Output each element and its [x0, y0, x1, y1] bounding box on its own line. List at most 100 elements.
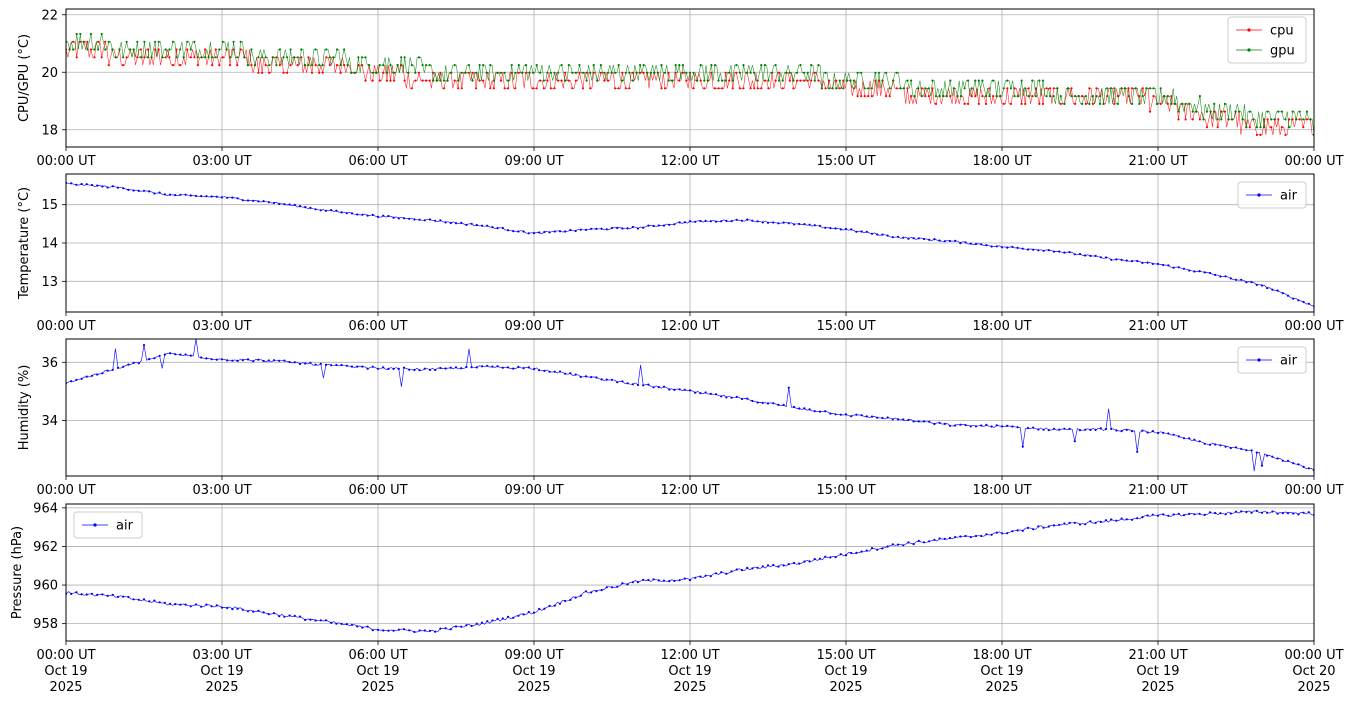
- data-point: [246, 610, 250, 613]
- data-point: [486, 224, 489, 227]
- data-point: [1110, 427, 1113, 430]
- data-point: [364, 56, 367, 59]
- data-point: [922, 237, 926, 241]
- x-tick-label: 00:00 UT Oct 20 2025: [1284, 648, 1343, 695]
- data-point: [397, 628, 400, 631]
- data-point: [118, 48, 121, 51]
- data-point: [954, 239, 957, 242]
- data-point: [834, 413, 837, 416]
- data-point: [652, 578, 655, 581]
- data-point: [137, 598, 140, 601]
- data-point: [1136, 517, 1139, 520]
- data-point: [934, 102, 938, 105]
- data-point: [1058, 250, 1061, 253]
- data-point: [1255, 451, 1258, 454]
- data-point: [1063, 522, 1066, 525]
- data-point: [527, 232, 530, 235]
- data-point: [703, 79, 706, 82]
- data-point: [688, 220, 692, 223]
- data-point: [673, 223, 676, 226]
- data-point: [928, 540, 931, 543]
- data-point: [1302, 465, 1305, 468]
- data-point: [100, 32, 103, 36]
- data-point: [999, 95, 1002, 98]
- data-point: [685, 79, 688, 82]
- data-point: [96, 184, 99, 187]
- data-point: [339, 71, 342, 74]
- data-point: [721, 87, 724, 90]
- data-point: [480, 224, 484, 227]
- data-point: [428, 64, 431, 67]
- data-point: [1120, 258, 1123, 261]
- data-point: [184, 193, 187, 196]
- data-point: [309, 206, 312, 209]
- data-point: [678, 64, 681, 67]
- data-point: [267, 201, 270, 204]
- data-point: [674, 64, 677, 67]
- data-point: [1148, 87, 1152, 90]
- data-point: [246, 358, 250, 361]
- data-point: [400, 56, 403, 59]
- data-point: [330, 621, 333, 624]
- data-point: [1011, 425, 1014, 428]
- data-point: [460, 221, 463, 224]
- data-point: [738, 71, 742, 74]
- data-point: [454, 625, 458, 628]
- x-tick-label: 12:00 UT Oct 19 2025: [660, 648, 719, 695]
- legend: air: [1237, 346, 1307, 374]
- data-point: [714, 572, 718, 575]
- x-tick-label: 03:00 UT Oct 19 2025: [192, 648, 251, 695]
- data-point: [564, 372, 567, 375]
- data-point: [340, 622, 343, 626]
- data-point: [397, 367, 400, 370]
- data-point: [104, 40, 107, 43]
- data-point: [1266, 110, 1269, 113]
- data-point: [524, 71, 528, 74]
- data-point: [777, 403, 780, 406]
- data-point: [891, 236, 894, 239]
- data-point: [486, 620, 489, 623]
- data-point: [1084, 254, 1087, 257]
- data-point: [491, 365, 494, 368]
- data-point: [1013, 95, 1016, 98]
- data-point: [1141, 516, 1144, 519]
- data-point: [1038, 79, 1041, 82]
- data-point: [382, 366, 385, 369]
- data-point: [205, 195, 208, 198]
- data-point: [746, 71, 749, 74]
- data-point: [952, 87, 956, 90]
- data-point: [335, 209, 338, 212]
- data-point: [806, 79, 809, 82]
- x-tick-label: 06:00 UT: [348, 483, 407, 498]
- data-point: [417, 56, 421, 59]
- data-point: [1070, 87, 1073, 90]
- data-point: [143, 40, 146, 43]
- data-point: [642, 578, 645, 581]
- data-point: [1026, 526, 1030, 530]
- data-point: [1216, 126, 1219, 129]
- data-point: [653, 71, 656, 74]
- data-point: [267, 613, 270, 616]
- data-point: [1032, 248, 1035, 251]
- data-point: [856, 95, 859, 98]
- data-point: [1208, 271, 1212, 275]
- data-point: [560, 79, 563, 82]
- data-point: [232, 48, 235, 51]
- data-point: [1006, 87, 1009, 90]
- data-point: [1166, 102, 1169, 105]
- data-point: [631, 71, 635, 74]
- data-point: [532, 611, 536, 614]
- data-point: [886, 234, 889, 237]
- data-point: [1027, 95, 1030, 98]
- data-point: [318, 64, 321, 67]
- data-point: [376, 367, 380, 370]
- data-point: [1280, 110, 1283, 113]
- data-point: [70, 182, 73, 185]
- y-tick-label: 20: [41, 66, 58, 81]
- data-point: [175, 56, 178, 59]
- data-point: [948, 239, 952, 243]
- data-point: [376, 215, 380, 218]
- y-axis-label: Humidity (%): [17, 365, 32, 451]
- data-point: [200, 605, 203, 608]
